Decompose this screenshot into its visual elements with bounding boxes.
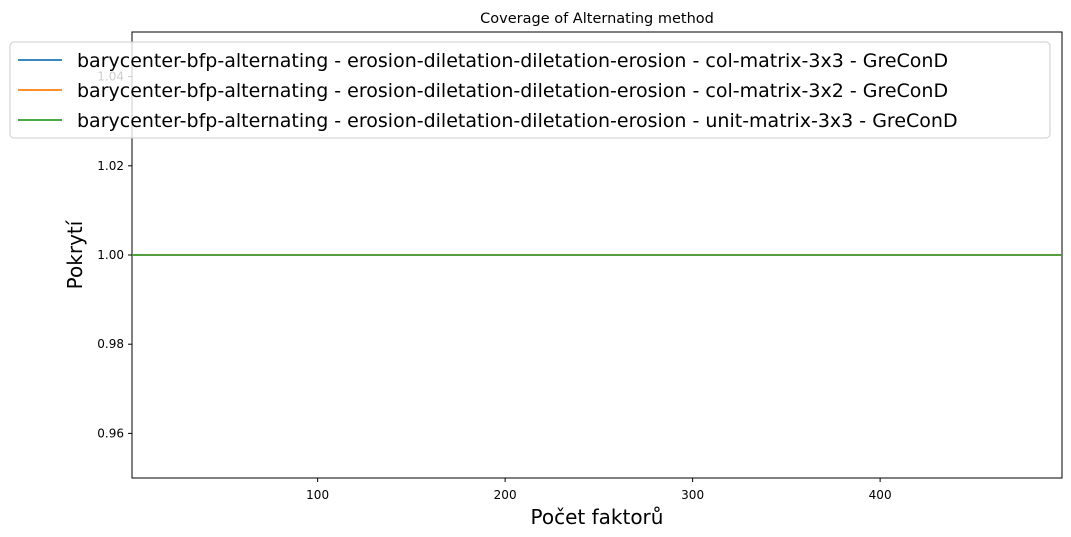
- x-tick-label: 100: [306, 488, 329, 502]
- legend: barycenter-bfp-alternating - erosion-dil…: [9, 41, 1051, 139]
- x-tick-label: 400: [869, 488, 892, 502]
- y-tick-label: 0.96: [97, 426, 124, 440]
- x-axis: 100 200 300 400: [306, 478, 892, 502]
- y-axis-label: Pokrytí: [63, 219, 87, 289]
- legend-items: barycenter-bfp-alternating - erosion-dil…: [18, 50, 958, 132]
- x-axis-label: Počet faktorů: [531, 505, 664, 529]
- y-tick-label: 0.98: [97, 337, 124, 351]
- legend-box: [9, 41, 1051, 139]
- chart-title: Coverage of Alternating method: [480, 11, 714, 27]
- legend-label-1: barycenter-bfp-alternating - erosion-dil…: [77, 50, 948, 72]
- legend-label-3: barycenter-bfp-alternating - erosion-dil…: [77, 110, 958, 132]
- legend-label-2: barycenter-bfp-alternating - erosion-dil…: [77, 80, 948, 102]
- x-tick-label: 300: [681, 488, 704, 502]
- x-tick-label: 200: [494, 488, 517, 502]
- y-tick-label: 1.00: [97, 248, 124, 262]
- y-tick-label: 1.02: [97, 159, 124, 173]
